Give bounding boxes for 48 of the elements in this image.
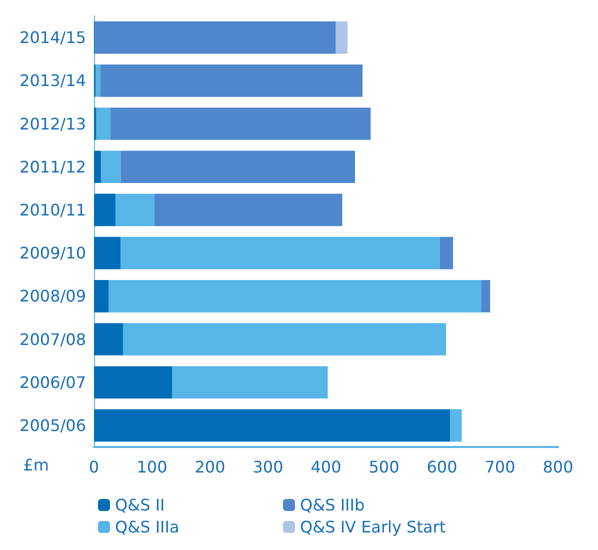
x-tick-label: 0: [88, 458, 100, 476]
bar: [110, 108, 371, 140]
y-tick-label: 2007/08: [20, 330, 86, 349]
x-tick-label: 100: [136, 458, 168, 476]
bar: [94, 194, 116, 226]
bar: [115, 194, 154, 226]
legend-label: Q&S II: [115, 496, 165, 514]
y-tick-label: 2006/07: [20, 372, 86, 392]
x-tick-label: 600: [426, 458, 458, 476]
bar: [123, 323, 446, 356]
y-tick-label: 2010/11: [20, 200, 86, 220]
bar: [120, 150, 355, 184]
bar: [100, 150, 121, 184]
x-tick-label: 700: [484, 458, 516, 476]
x-tick-label: 400: [310, 458, 342, 476]
bar: [94, 236, 121, 270]
bar: [94, 323, 123, 356]
legend-label: Q&S IIIb: [300, 496, 365, 514]
y-tick-label: 2009/10: [20, 244, 86, 263]
y-tick-label: 2008/09: [20, 286, 86, 306]
bar: [94, 280, 108, 312]
x-tick-label: 800: [542, 458, 574, 476]
bar: [94, 150, 101, 184]
y-tick-label: 2014/15: [20, 28, 86, 48]
bar: [440, 236, 454, 270]
y-tick-label: 2005/06: [20, 416, 86, 435]
bar: [95, 21, 336, 54]
x-tick-label: 200: [194, 458, 226, 476]
legend-label: Q&S IV Early Start: [300, 518, 446, 536]
y-tick-label: 2013/14: [20, 71, 86, 90]
bar: [481, 280, 490, 312]
x-tick-label: 500: [368, 458, 400, 476]
y-tick-label: 2011/12: [20, 157, 86, 176]
bar: [172, 366, 328, 399]
bar: [94, 409, 450, 442]
y-tick-label: 2012/13: [20, 114, 86, 134]
bar: [94, 366, 172, 399]
bar: [108, 280, 482, 312]
legend-label: Q&S IIIa: [115, 518, 180, 536]
bar: [96, 64, 100, 97]
bar: [450, 409, 462, 442]
x-axis-title: £m: [23, 456, 49, 474]
bar: [154, 194, 342, 226]
bar: [120, 236, 440, 270]
bar: [100, 64, 363, 97]
x-tick-label: 300: [252, 458, 284, 476]
bar: [96, 108, 110, 140]
bar: [336, 21, 348, 54]
